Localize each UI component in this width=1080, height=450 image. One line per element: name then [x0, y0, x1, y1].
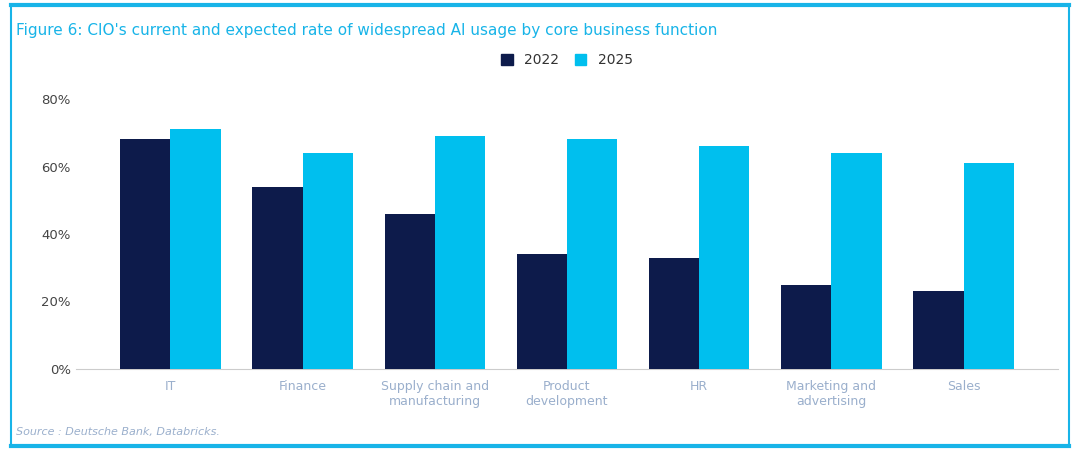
- Bar: [120, 140, 171, 369]
- Bar: [963, 163, 1014, 369]
- Bar: [435, 136, 485, 369]
- Text: Source : Deutsche Bank, Databricks.: Source : Deutsche Bank, Databricks.: [16, 427, 220, 436]
- Bar: [171, 130, 220, 369]
- Bar: [699, 146, 750, 369]
- Text: Figure 6: CIO's current and expected rate of widespread AI usage by core busines: Figure 6: CIO's current and expected rat…: [16, 22, 717, 37]
- Bar: [384, 214, 435, 369]
- Bar: [516, 254, 567, 369]
- Bar: [567, 140, 618, 369]
- Bar: [302, 153, 353, 369]
- Bar: [781, 285, 832, 369]
- Legend: 2022, 2025: 2022, 2025: [495, 46, 639, 74]
- Bar: [914, 292, 963, 369]
- Bar: [832, 153, 881, 369]
- Bar: [253, 187, 302, 369]
- Bar: [649, 257, 699, 369]
